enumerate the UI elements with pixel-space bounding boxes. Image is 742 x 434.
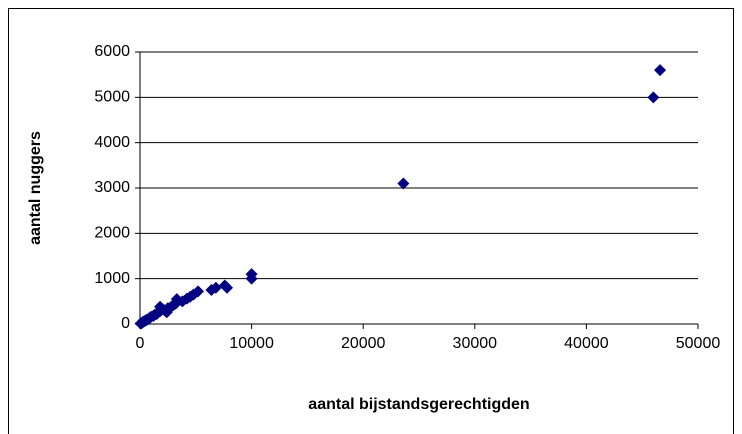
point [134,317,147,330]
chart-border [8,8,734,434]
y-axis-title: aantal nuggers [27,131,44,245]
point [245,272,258,285]
point [654,64,667,77]
y-tick-label: 5000 [94,89,130,106]
y-tick-label: 2000 [94,225,130,242]
y-tick-label: 6000 [94,43,130,60]
x-tick-label: 30000 [453,335,498,352]
x-tick-label: 20000 [341,335,386,352]
point [218,279,231,292]
x-tick-label: 50000 [676,335,721,352]
x-axis-title: aantal bijstandsgerechtigden [308,396,529,413]
point [154,300,167,313]
x-tick-label: 10000 [229,335,274,352]
point [647,91,660,104]
point [205,284,218,296]
point [160,306,173,319]
y-tick-label: 1000 [94,270,130,287]
y-tick-label: 0 [121,315,130,332]
x-tick-label: 40000 [564,335,609,352]
point [397,177,410,190]
y-tick-label: 4000 [94,134,130,151]
x-tick-label: 0 [136,335,145,352]
y-tick-label: 3000 [94,179,130,196]
